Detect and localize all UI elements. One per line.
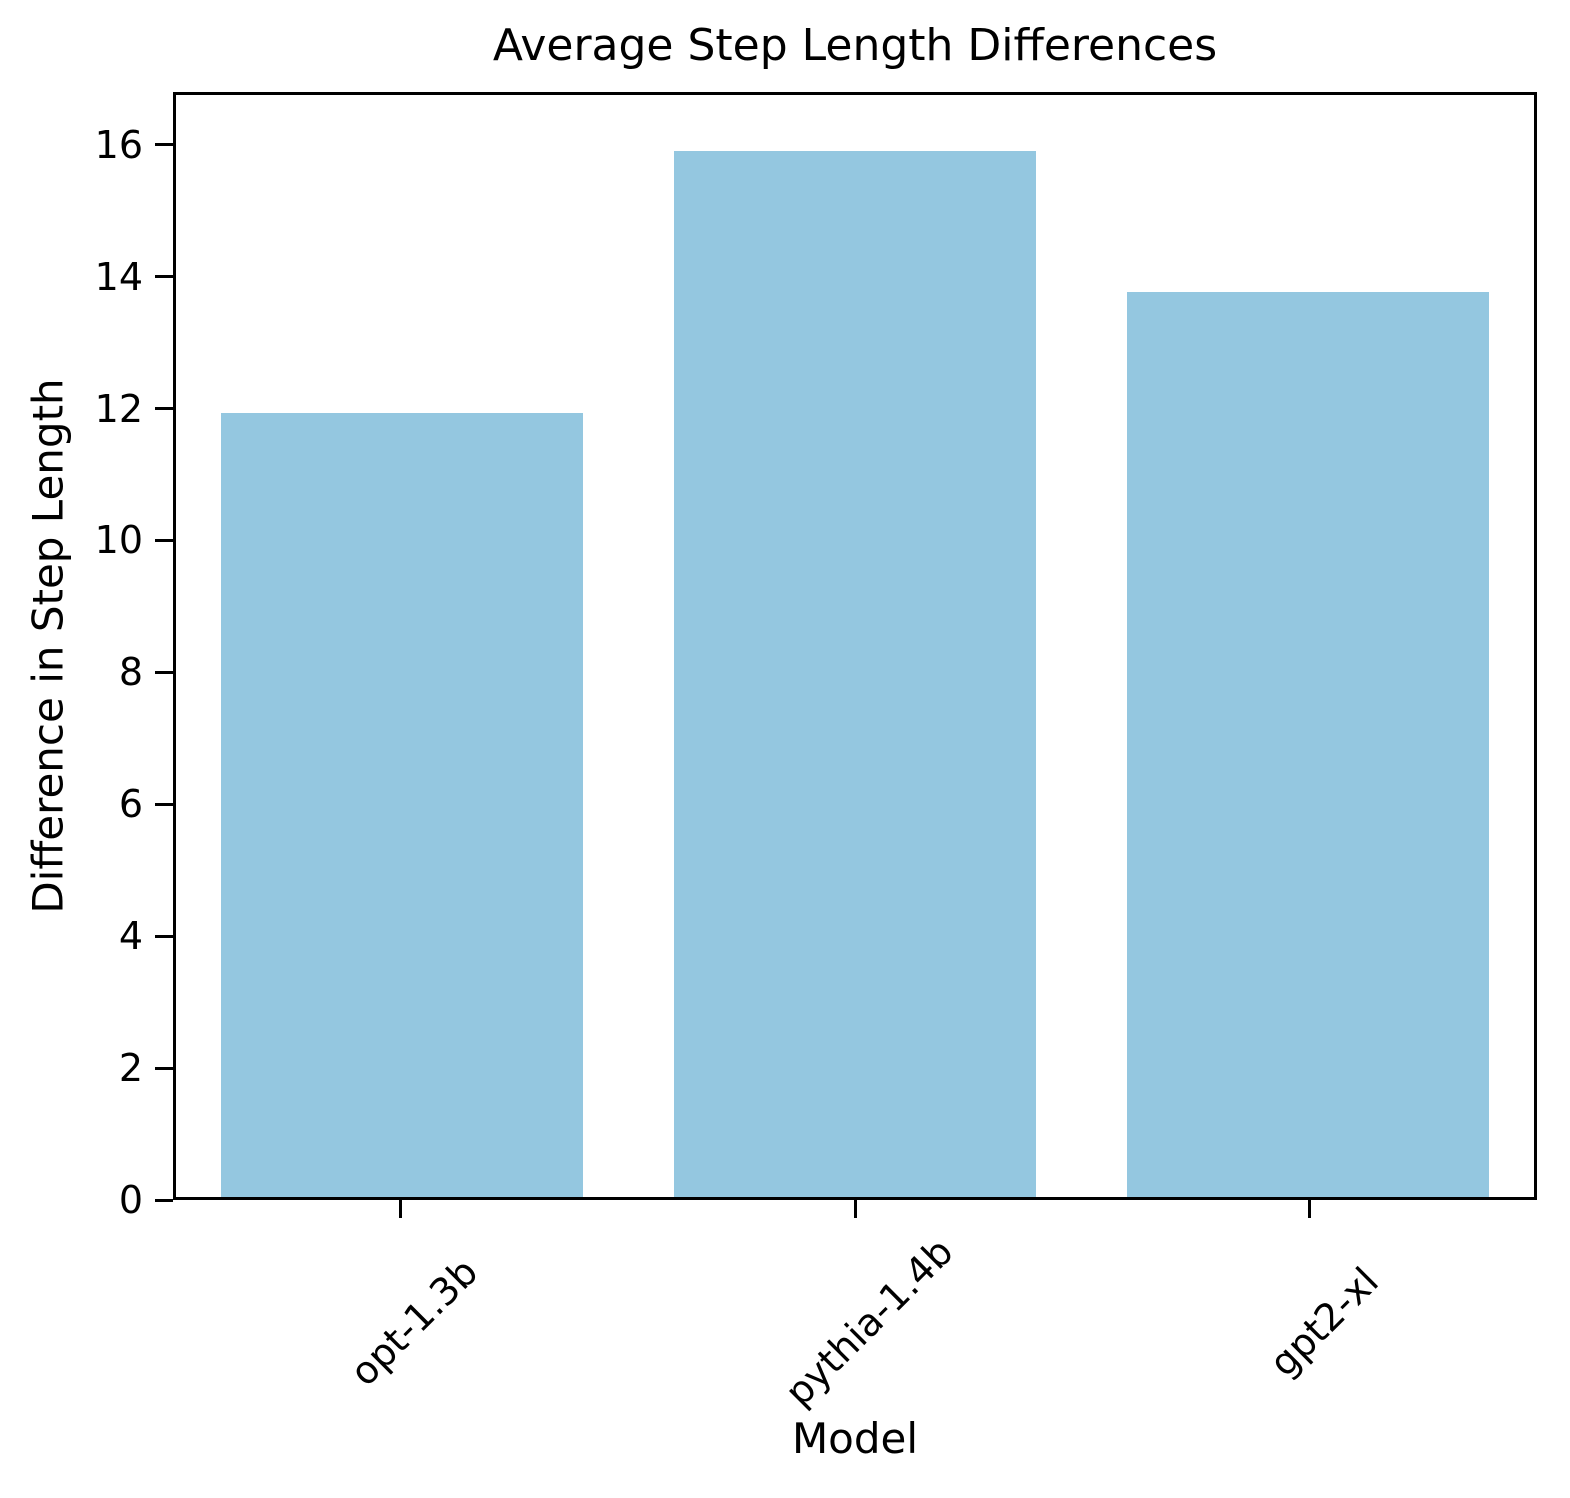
x-tick-label-pythia-1.4b: pythia-1.4b [776,1229,962,1415]
x-tick-mark-opt-1.3b [398,1200,402,1218]
y-tick-label-10: 10 [94,518,143,563]
bar-pythia-1.4b [673,150,1037,1197]
y-axis-label: Difference in Step Length [23,378,73,914]
y-tick-mark-4 [155,934,173,938]
chart-title: Average Step Length Differences [492,20,1218,71]
y-tick-mark-2 [155,1066,173,1070]
y-tick-mark-0 [155,1198,173,1202]
y-tick-label-6: 6 [118,782,143,827]
y-tick-label-0: 0 [118,1178,143,1222]
y-tick-label-14: 14 [94,254,143,299]
x-tick-label-opt-1.3b: opt-1.3b [342,1249,487,1395]
plot-area [173,92,1537,1200]
y-tick-label-4: 4 [118,914,143,959]
x-tick-mark-pythia-1.4b [853,1200,857,1218]
y-tick-label-8: 8 [118,650,143,695]
y-tick-label-12: 12 [94,386,143,431]
y-tick-mark-14 [155,275,173,279]
y-tick-mark-8 [155,670,173,674]
y-tick-label-16: 16 [94,122,143,167]
bar-gpt2-xl [1126,291,1489,1197]
x-tick-label-gpt2-xl: gpt2-xl [1260,1259,1387,1385]
bar-opt-1.3b [221,413,584,1197]
y-tick-mark-12 [155,407,173,411]
x-tick-mark-gpt2-xl [1308,1200,1312,1218]
y-tick-mark-6 [155,802,173,806]
y-tick-mark-16 [155,143,173,147]
x-axis-label: Model [791,1414,919,1463]
y-tick-label-2: 2 [118,1046,143,1091]
y-tick-mark-10 [155,538,173,542]
